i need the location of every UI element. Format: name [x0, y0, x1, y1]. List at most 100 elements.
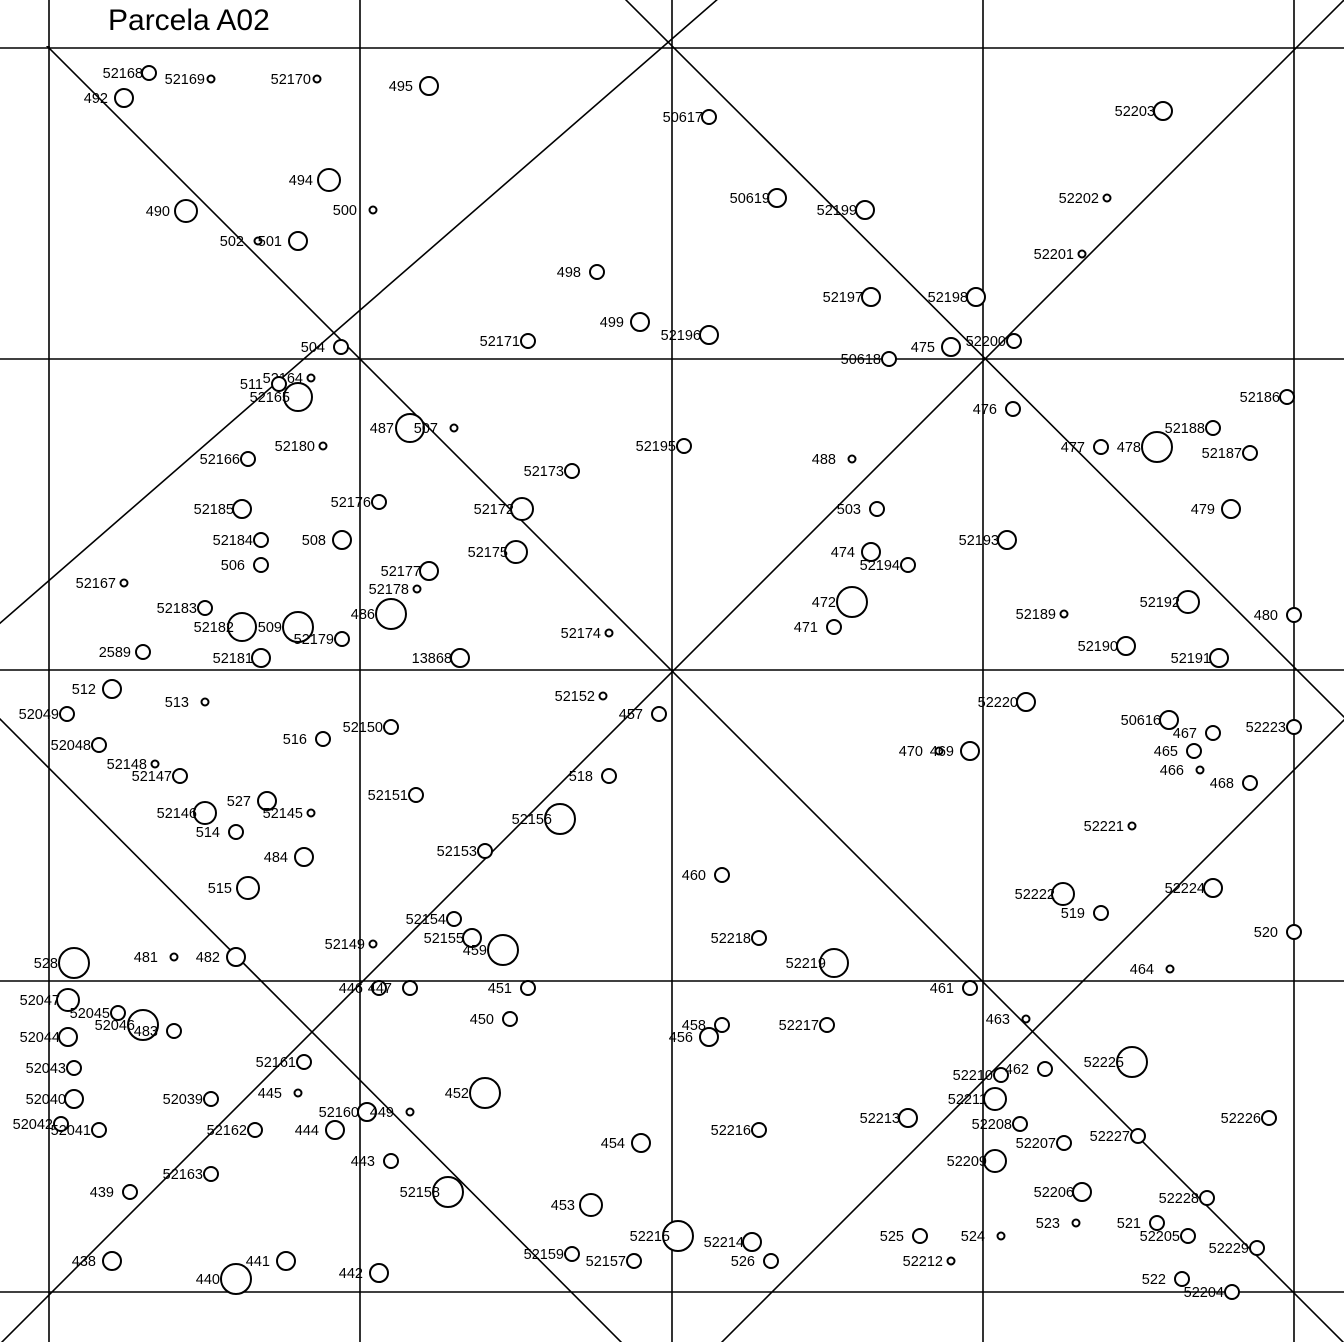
tree-circle	[510, 497, 534, 521]
tree-marker: 527	[227, 791, 277, 811]
tree-label: 478	[1117, 440, 1141, 456]
tree-marker: 52150	[343, 719, 399, 736]
diagonal-line	[720, 718, 1344, 1342]
tree-circle	[288, 231, 308, 251]
tree-marker: 504	[301, 339, 349, 356]
tree-marker: 465	[1154, 743, 1202, 760]
tree-label: 527	[227, 794, 251, 810]
tree-label: 523	[1036, 1216, 1060, 1232]
tree-marker: 52163	[163, 1166, 219, 1183]
tree-label: 501	[258, 234, 282, 250]
tree-label: 52169	[165, 72, 205, 88]
tree-label: 520	[1254, 925, 1278, 941]
tree-label: 52203	[1115, 104, 1155, 120]
tree-label: 52044	[20, 1030, 60, 1046]
tree-label: 52167	[76, 576, 116, 592]
tree-marker: 52164	[263, 371, 316, 387]
tree-marker: 443	[351, 1153, 399, 1170]
tree-marker: 52227	[1090, 1128, 1146, 1145]
tree-label: 481	[134, 950, 158, 966]
tree-marker: 52188	[1165, 420, 1221, 437]
tree-label: 459	[463, 943, 487, 959]
tree-marker: 52185	[194, 499, 252, 519]
tree-label: 52183	[157, 601, 197, 617]
tree-marker: 457	[619, 706, 667, 723]
tree-circle	[172, 768, 188, 784]
tree-marker: 446	[339, 980, 387, 997]
tree-label: 52047	[20, 993, 60, 1009]
tree-label: 454	[601, 1136, 625, 1152]
tree-circle	[579, 1193, 603, 1217]
tree-label: 52202	[1059, 191, 1099, 207]
tree-marker: 50616	[1121, 710, 1179, 730]
tree-circle	[564, 463, 580, 479]
tree-circle	[253, 236, 263, 246]
tree-circle	[402, 980, 418, 996]
tree-marker: 524	[961, 1229, 1006, 1245]
tree-marker: 52224	[1165, 878, 1223, 898]
tree-marker: 52213	[860, 1108, 918, 1128]
tree-marker: 463	[986, 1012, 1031, 1028]
tree-label: 2589	[99, 645, 131, 661]
tree-marker: 528	[34, 947, 90, 979]
tree-marker: 475	[911, 337, 961, 357]
tree-label: 52187	[1202, 446, 1242, 462]
tree-label: 471	[794, 620, 818, 636]
tree-label: 52220	[978, 695, 1018, 711]
tree-marker: 513	[165, 695, 210, 711]
tree-label: 52179	[294, 632, 334, 648]
tree-marker: 52181	[213, 648, 271, 668]
tree-circle	[333, 339, 349, 355]
tree-marker: 52161	[256, 1054, 312, 1071]
tree-label: 52207	[1016, 1136, 1056, 1152]
tree-circle	[383, 1153, 399, 1169]
tree-circle	[520, 333, 536, 349]
tree-circle	[334, 631, 350, 647]
tree-circle	[836, 586, 868, 618]
tree-label: 487	[370, 421, 394, 437]
tree-marker: 52048	[51, 737, 107, 754]
tree-circle	[626, 1253, 642, 1269]
tree-label: 52204	[1184, 1285, 1224, 1301]
tree-label: 52166	[200, 452, 240, 468]
tree-circle	[1242, 775, 1258, 791]
tree-circle	[325, 1120, 345, 1140]
tree-circle	[1153, 101, 1173, 121]
tree-label: 52176	[331, 495, 371, 511]
tree-marker: 52173	[524, 463, 580, 480]
tree-marker: 52219	[786, 948, 849, 978]
tree-circle	[1021, 1014, 1031, 1024]
tree-marker: 514	[196, 824, 244, 841]
tree-circle	[251, 648, 271, 668]
tree-label: 52198	[928, 290, 968, 306]
tree-marker: 483	[134, 1023, 182, 1040]
tree-label: 498	[557, 265, 581, 281]
tree-label: 444	[295, 1123, 319, 1139]
tree-circle	[1186, 743, 1202, 759]
tree-marker: 520	[1254, 924, 1302, 941]
tree-label: 52218	[711, 931, 751, 947]
tree-label: 52040	[26, 1092, 66, 1108]
tree-circle	[1174, 1271, 1190, 1287]
tree-marker: 52184	[213, 532, 269, 549]
tree-label: 52175	[468, 545, 508, 561]
tree-marker: 526	[731, 1253, 779, 1270]
tree-circle	[294, 847, 314, 867]
tree-marker: 438	[72, 1251, 122, 1271]
tree-label: 50617	[663, 110, 703, 126]
tree-label: 52228	[1159, 1191, 1199, 1207]
tree-circle	[206, 74, 216, 84]
tree-marker: 52223	[1246, 719, 1302, 736]
tree-circle	[122, 1184, 138, 1200]
tree-circle	[119, 578, 129, 588]
tree-marker: 52167	[76, 576, 129, 592]
tree-marker: 52182	[194, 612, 257, 642]
tree-circle	[469, 1077, 501, 1109]
tree-label: 452	[445, 1086, 469, 1102]
tree-marker: 52042	[13, 1116, 69, 1133]
tree-marker: 52186	[1240, 389, 1295, 406]
tree-label: 499	[600, 315, 624, 331]
tree-circle	[502, 1011, 518, 1027]
tree-label: 52226	[1221, 1111, 1261, 1127]
